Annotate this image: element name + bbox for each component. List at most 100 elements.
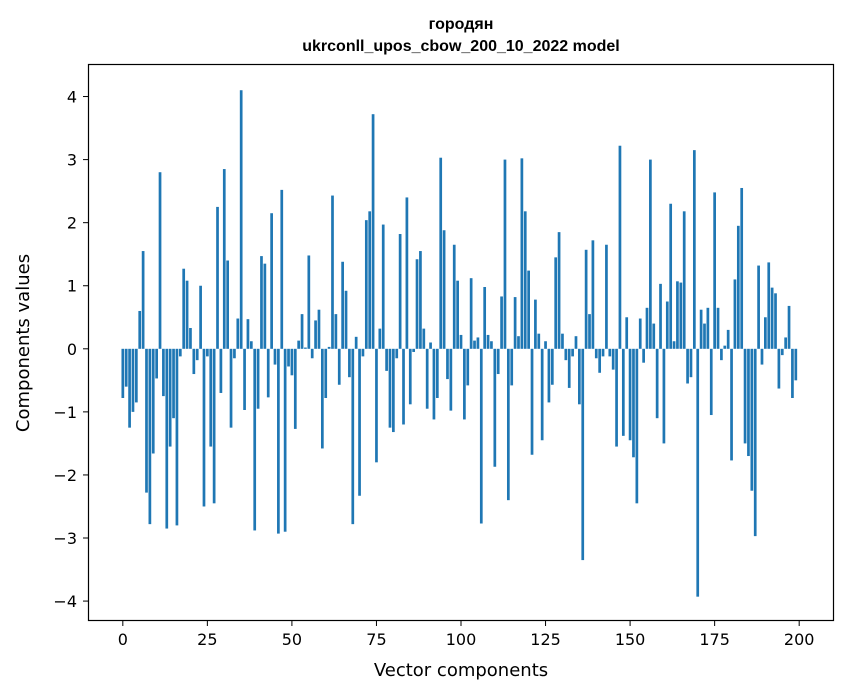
bar (358, 348, 361, 496)
bar (618, 145, 622, 349)
bar (331, 195, 334, 349)
bar (381, 224, 385, 349)
bar (219, 348, 223, 393)
bar (510, 348, 514, 386)
bar (547, 348, 551, 403)
bar (364, 220, 368, 349)
bar (141, 251, 145, 349)
bar (625, 317, 629, 349)
bar (178, 348, 182, 357)
bar (253, 348, 257, 531)
bar (757, 265, 760, 349)
bar (314, 320, 317, 349)
y-tick-label: −4 (53, 592, 77, 611)
bar (476, 337, 480, 349)
bar (134, 348, 138, 403)
chart-title-line1: городян (429, 16, 494, 33)
bar (348, 348, 351, 378)
x-tick-label: 100 (446, 630, 477, 649)
bar (310, 348, 314, 359)
bar (642, 348, 645, 363)
bar (588, 314, 591, 349)
x-axis-label: Vector components (374, 660, 548, 681)
bar (655, 348, 659, 419)
bar (527, 270, 530, 349)
bar (334, 314, 338, 349)
bar (709, 348, 713, 416)
bar (222, 169, 226, 349)
bar (175, 348, 179, 526)
bar (432, 348, 436, 420)
bar (216, 206, 219, 349)
bar (425, 348, 429, 409)
bar (293, 348, 297, 429)
y-tick-label: 3 (67, 151, 77, 170)
bar (571, 348, 574, 357)
bar (155, 348, 158, 379)
bar (442, 230, 446, 349)
bar (537, 333, 541, 349)
x-tick-label: 50 (282, 630, 302, 649)
bar (212, 348, 216, 504)
bar (226, 260, 230, 349)
bar (337, 348, 341, 385)
bar (249, 341, 253, 349)
bar (429, 342, 432, 349)
bar (500, 296, 503, 349)
bar (530, 348, 534, 455)
bar (479, 348, 483, 524)
bar (131, 348, 135, 412)
x-tick-label: 200 (784, 630, 815, 649)
bar (287, 348, 290, 367)
bar (304, 347, 307, 349)
bar (344, 290, 348, 349)
bar (760, 348, 764, 365)
bar (696, 348, 700, 597)
y-axis-ticks: −4 −3 −2 −1 0 1 2 3 4 (53, 88, 89, 611)
bar (195, 348, 199, 361)
plot-frame (87, 63, 835, 622)
bar (395, 348, 399, 359)
bar (405, 197, 409, 349)
bar (581, 348, 585, 561)
bar (459, 334, 463, 349)
bar (283, 348, 287, 532)
bar (307, 255, 311, 349)
bar (466, 348, 470, 386)
bar (503, 159, 507, 349)
bar (463, 348, 466, 420)
bar (520, 158, 524, 349)
bar (446, 348, 449, 380)
bar (578, 348, 581, 405)
bar (574, 336, 578, 349)
bar (679, 282, 683, 349)
bar (378, 328, 382, 349)
bar (243, 348, 246, 410)
bar (124, 348, 128, 387)
bar (320, 348, 324, 449)
bar (540, 348, 544, 441)
bar (172, 348, 175, 419)
bar (375, 348, 378, 463)
bar (449, 348, 453, 411)
bar (564, 348, 568, 361)
bar (713, 192, 716, 349)
bars-group (121, 90, 798, 597)
bar (388, 348, 392, 428)
bar (361, 348, 365, 357)
bar (608, 348, 612, 357)
bar (632, 348, 635, 458)
y-tick-label: 0 (67, 340, 77, 359)
bar (706, 307, 710, 349)
x-tick-label: 125 (530, 630, 561, 649)
bar (493, 348, 497, 467)
y-tick-label: −1 (53, 403, 77, 422)
bar (740, 187, 744, 349)
bar (557, 232, 561, 349)
bar (649, 159, 652, 349)
bar (774, 293, 777, 349)
bar (716, 307, 720, 349)
bar (239, 90, 243, 349)
bar (138, 310, 142, 349)
bar (672, 341, 676, 349)
